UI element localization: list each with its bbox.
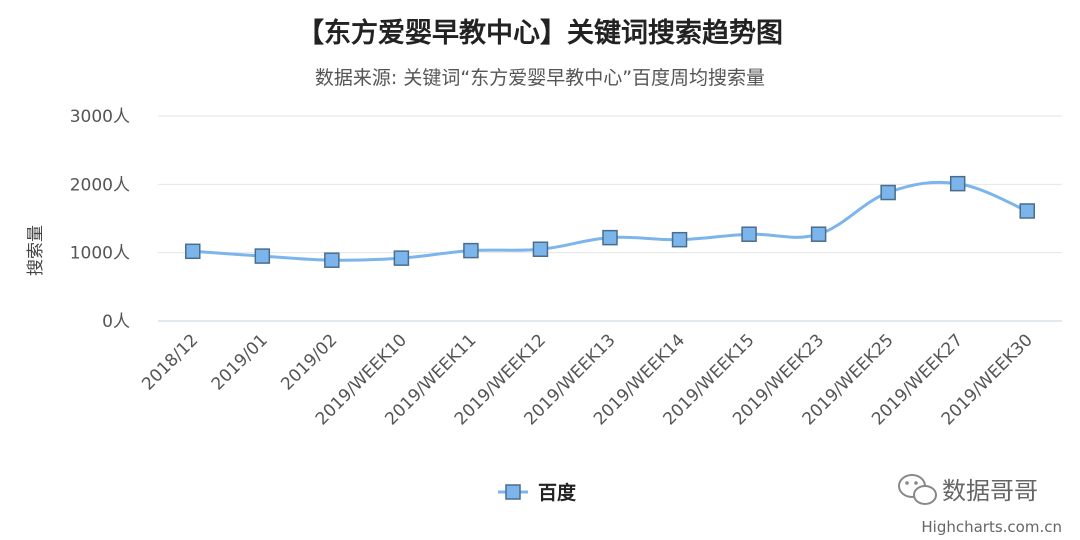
x-tick-label: 2019/01 — [208, 330, 272, 394]
y-axis-ticks: 0人 1000人 2000人 3000人 — [70, 107, 130, 332]
data-point-marker — [254, 248, 271, 264]
data-point-marker — [741, 226, 757, 242]
data-point-marker — [185, 243, 201, 260]
watermark: 数据哥哥 — [898, 474, 1038, 505]
data-point-marker — [393, 250, 410, 266]
gridlines — [158, 115, 1062, 322]
data-point-marker — [532, 241, 549, 257]
legend-label: 百度 — [538, 481, 577, 504]
x-tick-label: 2019/02 — [277, 330, 341, 394]
y-tick-label: 2000人 — [70, 175, 130, 195]
series-plot — [185, 175, 1035, 268]
data-point-marker — [602, 229, 618, 246]
x-axis-ticks: 2018/12 2019/01 2019/022019/WEEK102019/WEE… — [138, 330, 1037, 429]
wechat-icon — [898, 474, 937, 505]
y-tick-label: 1000人 — [70, 244, 130, 264]
chart-title: 【东方爱婴早教中心】关键词搜索趋势图 — [297, 17, 783, 49]
data-point-marker — [880, 184, 896, 201]
data-point-marker — [810, 226, 827, 242]
data-point-marker — [1019, 203, 1035, 219]
y-tick-label: 0人 — [102, 312, 130, 332]
legend-marker-icon — [505, 484, 521, 500]
data-point-marker — [463, 242, 479, 259]
y-tick-label: 3000人 — [70, 107, 130, 127]
data-point-marker — [949, 175, 966, 192]
watermark-text: 数据哥哥 — [942, 477, 1038, 505]
data-point-marker — [671, 231, 688, 248]
chart-credit[interactable]: Highcharts.com.cn — [921, 518, 1062, 536]
data-point-marker — [324, 252, 340, 268]
series-line — [192, 180, 1028, 262]
x-tick-label: 2018/12 — [138, 330, 202, 394]
y-axis-title: 搜索量 — [26, 225, 46, 276]
legend[interactable]: 百度 — [498, 481, 577, 504]
chart-subtitle: 数据来源: 关键词“东方爱婴早教中心”百度周均搜索量 — [315, 67, 765, 89]
